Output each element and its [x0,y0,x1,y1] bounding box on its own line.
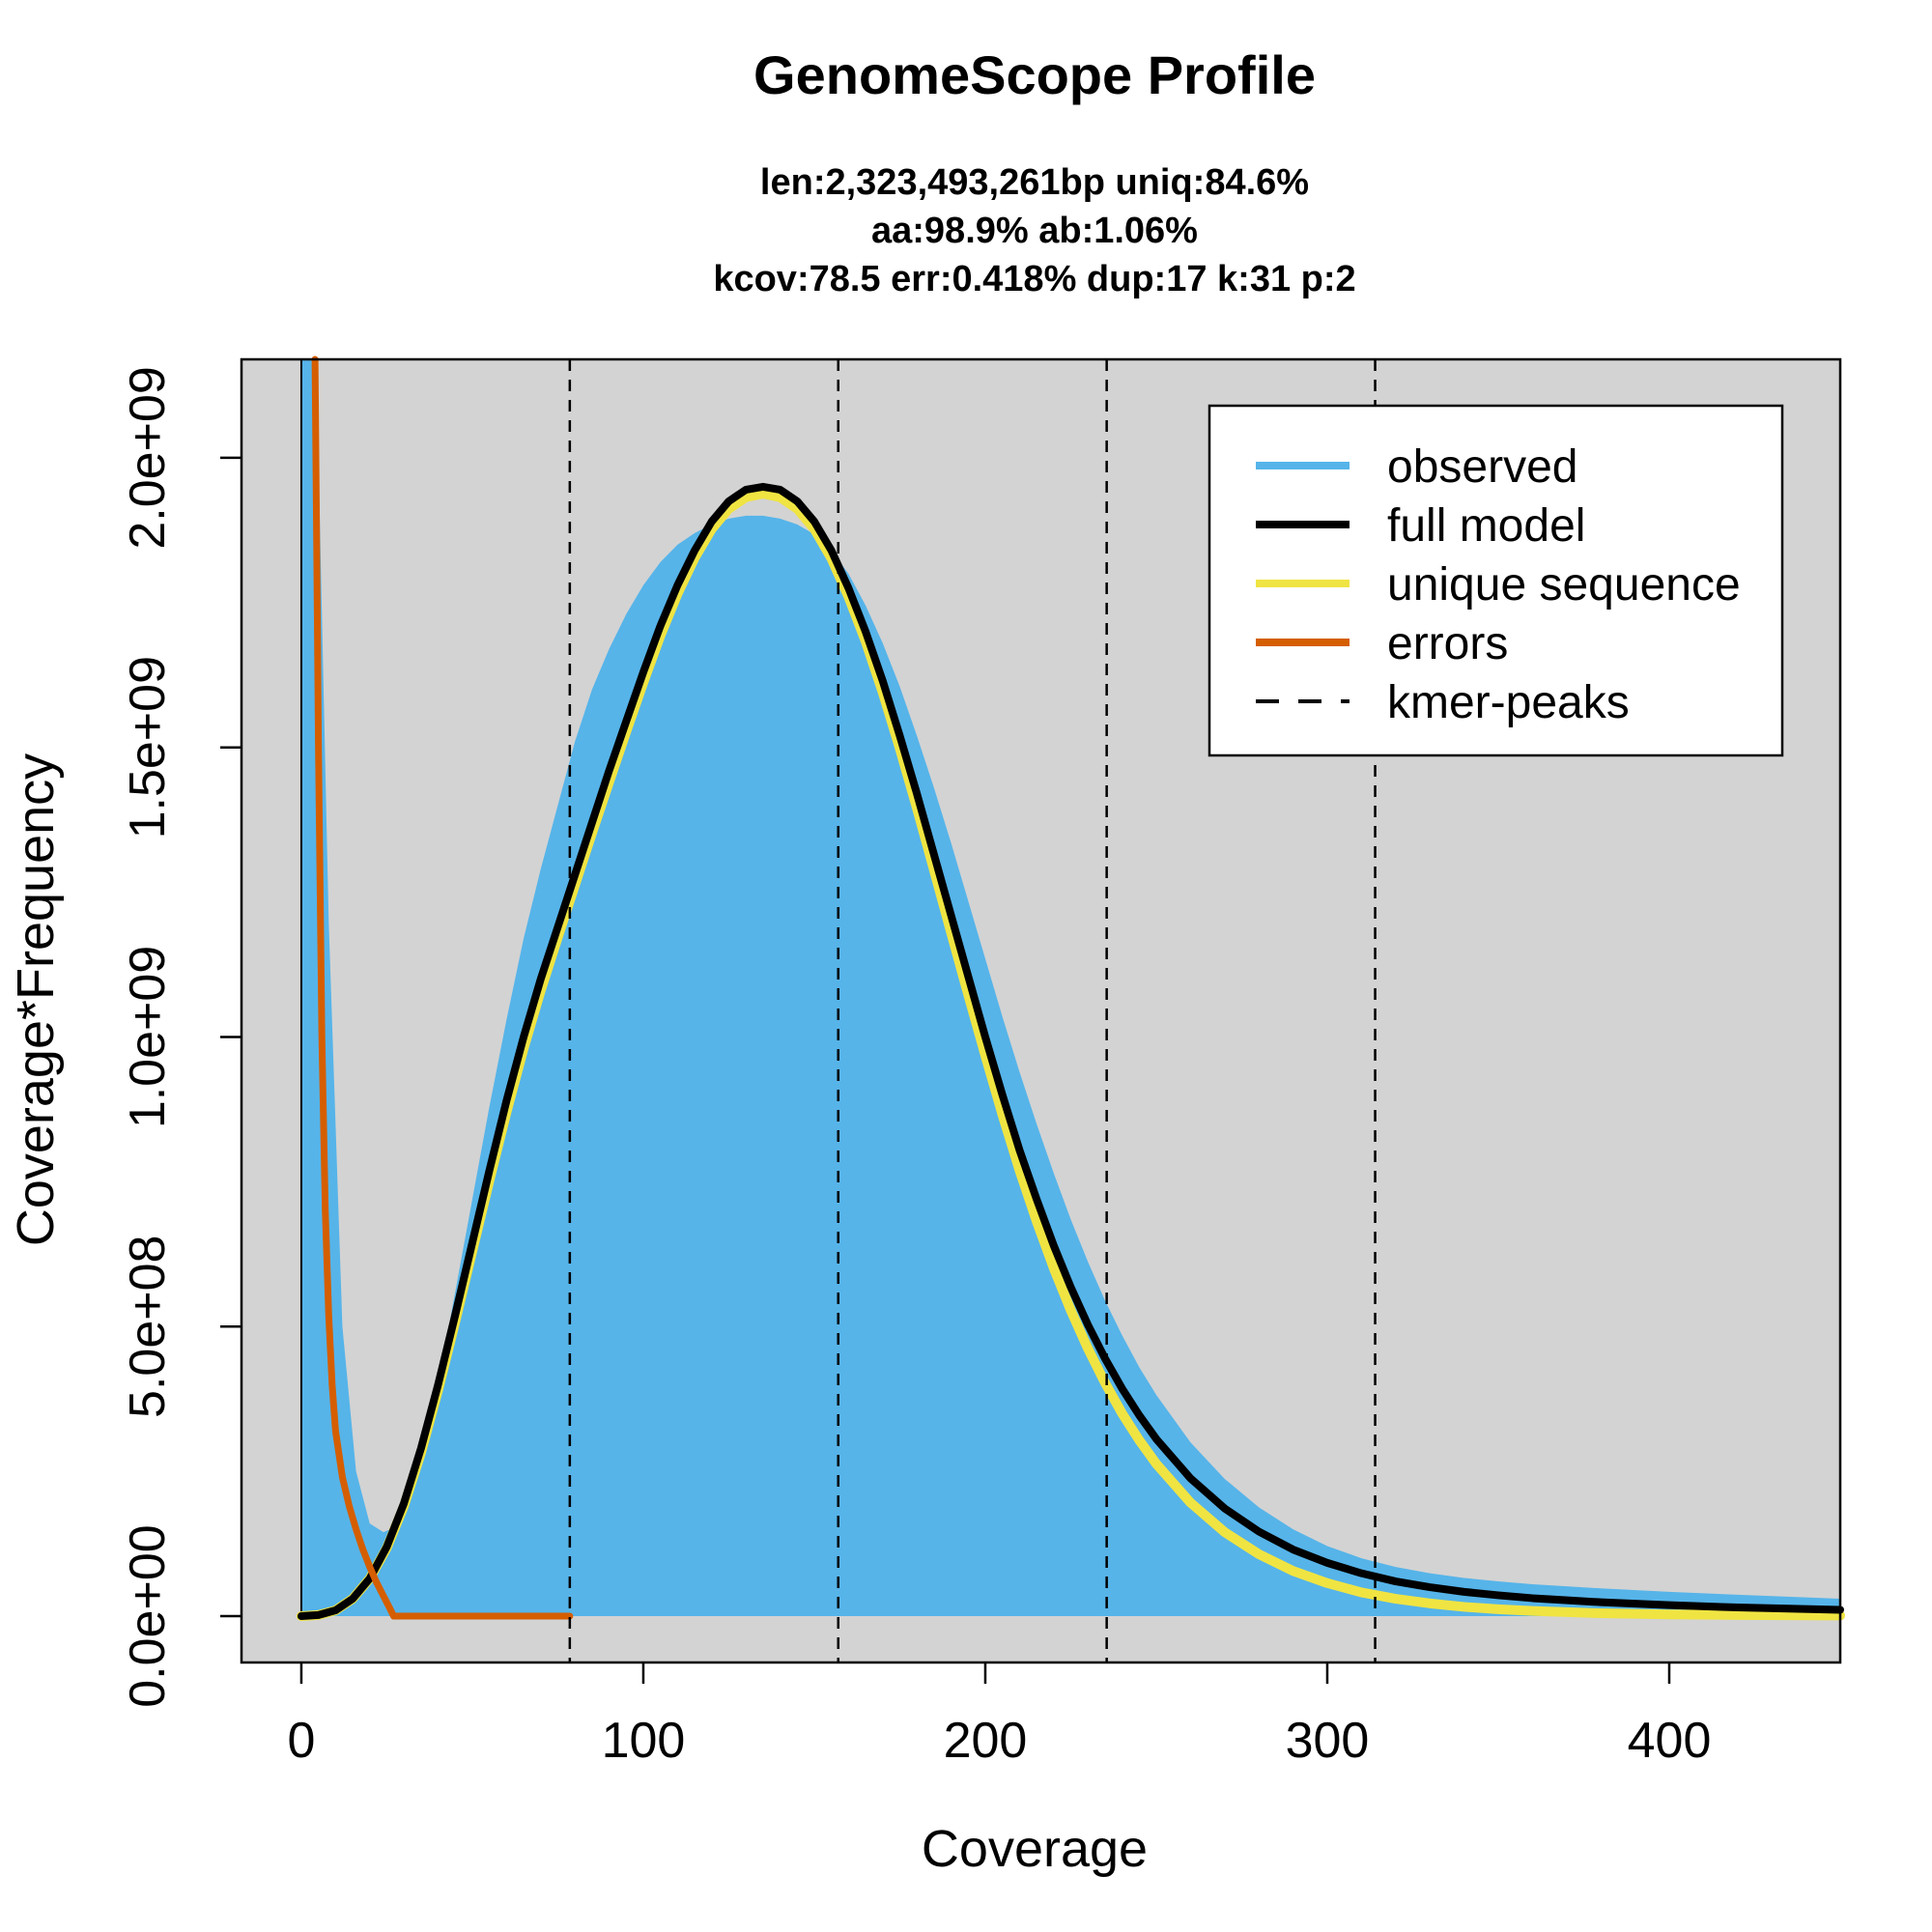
x-tick-label-200: 200 [944,1713,1028,1769]
x-tick-label-0: 0 [287,1713,315,1769]
x-tick-label-300: 300 [1286,1713,1370,1769]
y-tick-label-0: 0.0e+00 [120,1524,176,1707]
x-tick-label-400: 400 [1628,1713,1712,1769]
plot-frame [240,357,1842,1664]
legend-label-3: unique sequence [1387,559,1741,611]
chart-subtitle-line-3: kcov:78.5 err:0.418% dup:17 k:31 p:2 [713,259,1355,299]
full-model-line [297,482,1844,1621]
y-tick-label-4: 2.0e+09 [120,366,176,549]
x-axis-label: Coverage [922,1820,1148,1878]
chart-subtitle-line-1: len:2,323,493,261bp uniq:84.6% [760,162,1309,203]
x-tick-label-100: 100 [602,1713,686,1769]
y-tick-label-3: 1.5e+09 [120,656,176,838]
y-axis: 0.0e+00 5.0e+08 1.0e+09 1.5e+09 2.0e+09 [120,366,242,1708]
y-axis-label: Coverage*Frequency [7,753,65,1246]
legend-label-1: observed [1387,441,1577,493]
legend: observed full model unique sequence errors k… [1208,404,1784,757]
observed-area [300,359,1840,1617]
kmer-peaks-group [568,359,1377,1662]
chart-subtitle-line-2: aa:98.9% ab:1.06% [871,211,1198,251]
y-tick-label-1: 5.0e+08 [120,1236,176,1418]
errors-line [311,355,574,1620]
chart-title: GenomeScope Profile [753,44,1316,105]
legend-label-4: errors [1387,618,1508,669]
observed-area-group [299,359,1840,1617]
series-lines-group [296,355,1845,1622]
y-tick-label-2: 1.0e+09 [120,946,176,1128]
legend-label-5: kmer-peaks [1387,677,1630,728]
x-axis: 0 100 200 300 400 [287,1662,1711,1769]
legend-label-2: full model [1387,500,1585,552]
